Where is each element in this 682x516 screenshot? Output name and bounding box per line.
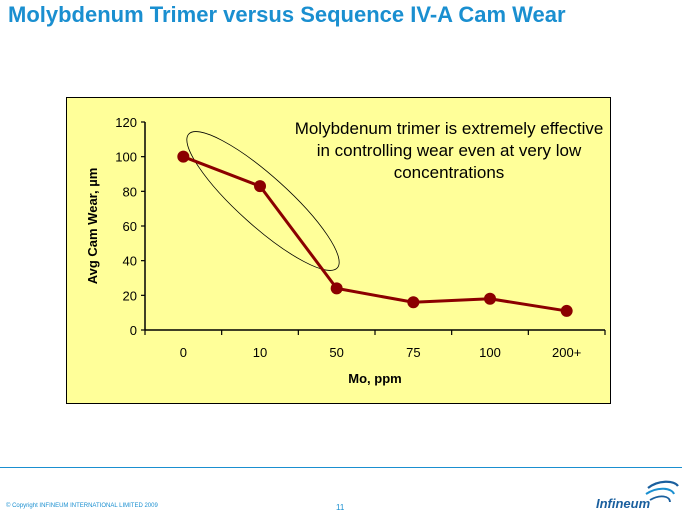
y-tick-label: 80 [123, 184, 137, 199]
y-tick-label: 60 [123, 219, 137, 234]
infineum-logo: Infineum [596, 478, 680, 514]
x-tick-label: 100 [479, 345, 501, 360]
data-point [254, 180, 266, 193]
data-point [177, 150, 190, 163]
page-number: 11 [336, 503, 345, 512]
swoosh-icon [645, 480, 679, 503]
x-tick-label: 0 [180, 345, 187, 360]
footer-rule [0, 467, 682, 468]
y-tick-label: 20 [123, 288, 137, 303]
y-tick-label: 100 [115, 150, 137, 165]
annotation-ellipse [186, 131, 340, 271]
copyright-text: © Copyright INFINEUM INTERNATIONAL LIMIT… [6, 503, 158, 509]
data-point [330, 282, 343, 295]
chart-area [66, 97, 611, 404]
x-tick-label: 50 [329, 345, 343, 360]
x-tick-label: 10 [253, 345, 267, 360]
data-point [484, 292, 496, 305]
y-tick-label: 40 [123, 254, 137, 269]
data-point [560, 304, 573, 317]
series-line [182, 155, 567, 313]
x-tick-label: 200+ [552, 345, 581, 360]
slide-title: Molybdenum Trimer versus Sequence IV-A C… [8, 2, 566, 27]
y-tick-label: 120 [115, 115, 137, 130]
x-tick-label: 75 [406, 345, 420, 360]
y-tick-label: 0 [130, 323, 137, 338]
y-axis-title: Avg Cam Wear, µm [85, 168, 100, 285]
logo-text: Infineum [596, 496, 651, 511]
x-axis-title: Mo, ppm [348, 371, 401, 386]
chart-callout: Molybdenum trimer is extremely effective… [294, 119, 604, 182]
data-point [407, 296, 420, 309]
